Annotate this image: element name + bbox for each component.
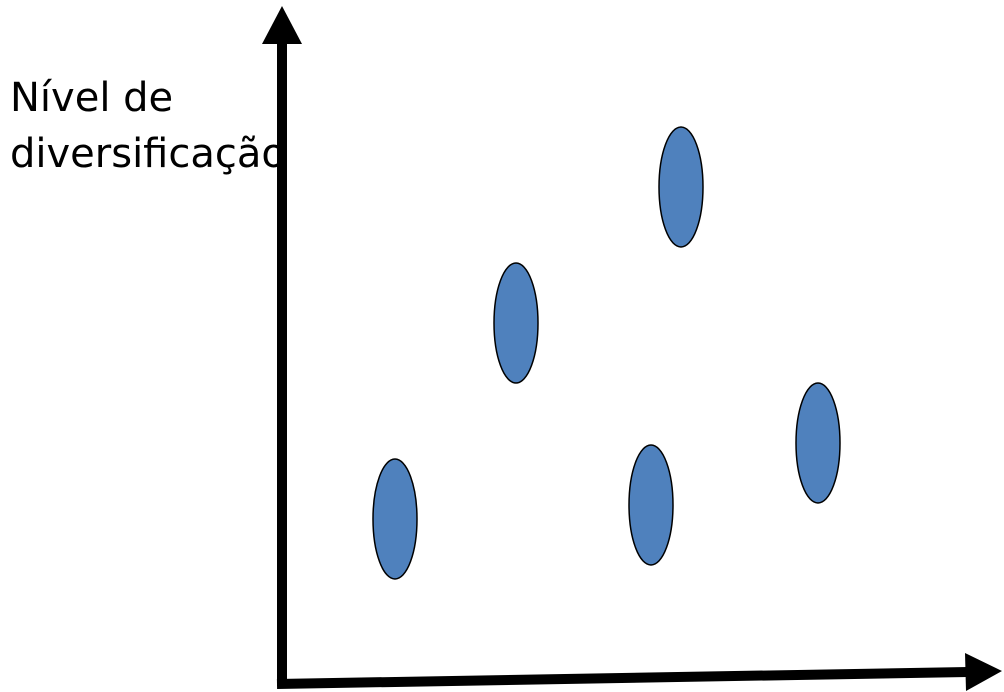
x-axis-arrowhead	[965, 653, 1002, 691]
y-axis-label: Nível de diversificação	[10, 70, 286, 182]
marker-5	[795, 382, 841, 504]
marker-4	[628, 444, 674, 566]
x-axis-line	[276, 667, 969, 689]
y-axis-label-line-1: Nível de	[10, 75, 174, 121]
marker-2	[493, 262, 539, 384]
y-axis-arrowhead	[262, 6, 302, 44]
y-axis-label-line-2: diversificação	[10, 131, 286, 177]
marker-3	[658, 126, 704, 248]
marker-1	[372, 458, 418, 580]
